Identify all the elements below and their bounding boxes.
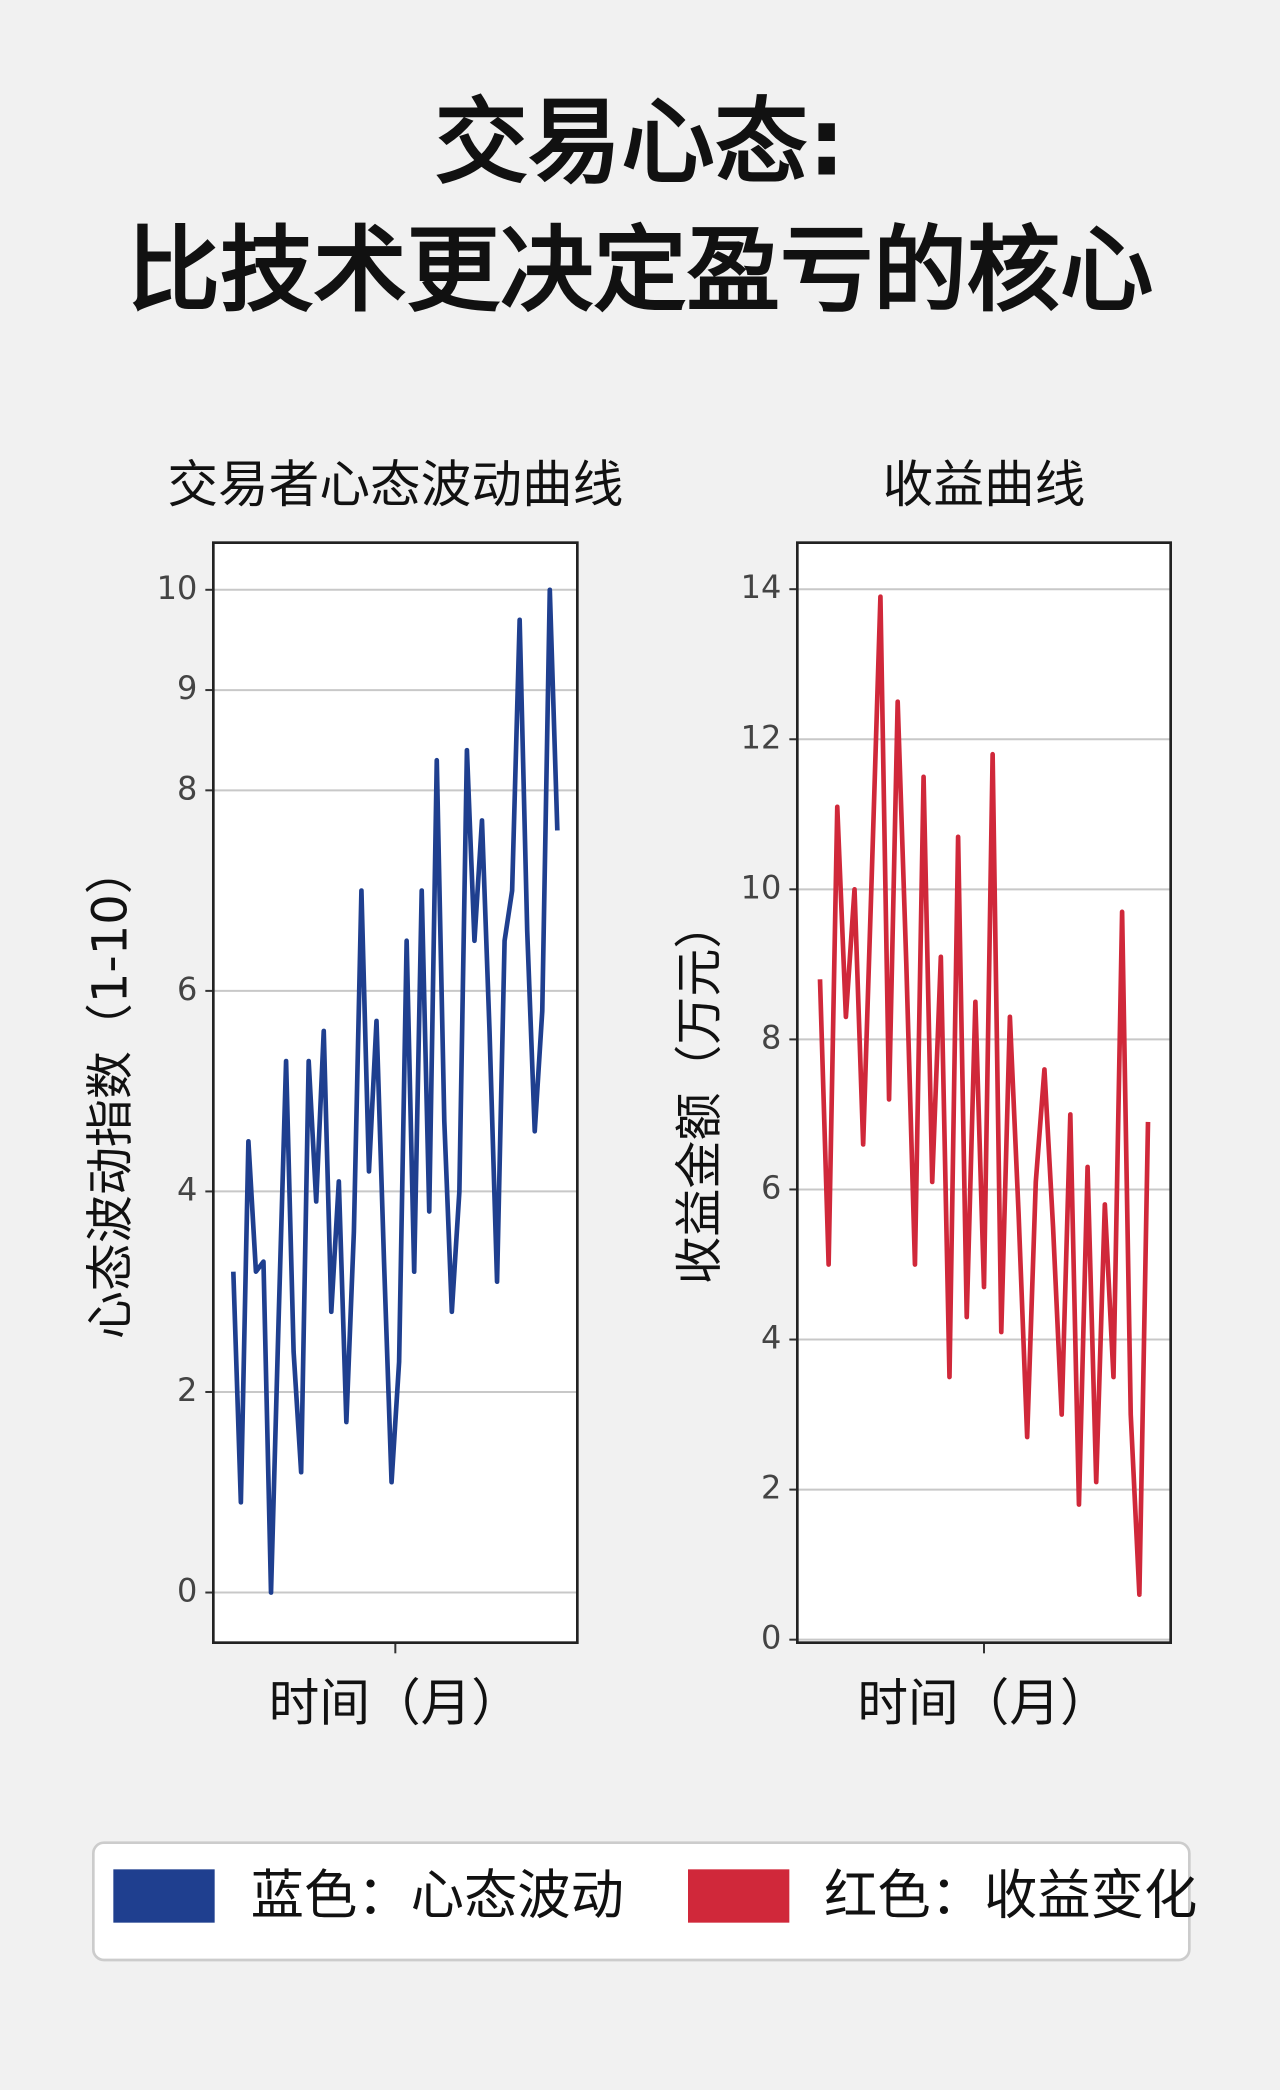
y-tick-label: 2 [761, 1469, 781, 1507]
y-axis-label: 心态波动指数（1-10） [82, 846, 138, 1339]
plot-frame [796, 541, 1172, 1644]
y-tick-label: 12 [741, 718, 782, 756]
series-line [817, 594, 1151, 1597]
title-line: 比技术更决定盈亏的核心 [127, 217, 1154, 326]
y-tick-label: 0 [761, 1619, 781, 1657]
plot-frame [211, 541, 579, 1644]
title-line: 交易心态: [435, 89, 846, 198]
series-line [231, 587, 560, 1595]
plot-area [797, 542, 1171, 1643]
x-axis-label: 时间（月） [269, 1674, 522, 1733]
legend-swatch [688, 1869, 790, 1923]
x-axis-label: 时间（月） [857, 1674, 1110, 1733]
y-tick-label: 6 [761, 1168, 781, 1206]
y-tick-label: 2 [177, 1371, 197, 1409]
legend-label: 红色：收益变化 [824, 1863, 1197, 1926]
y-tick-label: 10 [741, 868, 782, 906]
subplot-title: 交易者心态波动曲线 [167, 455, 623, 514]
y-tick-label: 10 [157, 569, 198, 607]
y-tick-label: 9 [177, 669, 197, 707]
y-tick-label: 6 [177, 970, 197, 1008]
legend-box [92, 1841, 1191, 1962]
y-tick-label: 14 [741, 568, 782, 606]
y-tick-label: 4 [761, 1319, 781, 1357]
legend-label: 蓝色：心态波动 [251, 1863, 624, 1926]
y-tick-label: 8 [761, 1018, 781, 1056]
y-tick-label: 4 [177, 1170, 197, 1208]
y-tick-label: 8 [177, 769, 197, 807]
y-axis-label: 收益金额（万元） [672, 901, 728, 1285]
subplot-title: 收益曲线 [883, 455, 1086, 514]
legend-swatch [113, 1869, 215, 1923]
y-tick-label: 0 [177, 1572, 197, 1610]
